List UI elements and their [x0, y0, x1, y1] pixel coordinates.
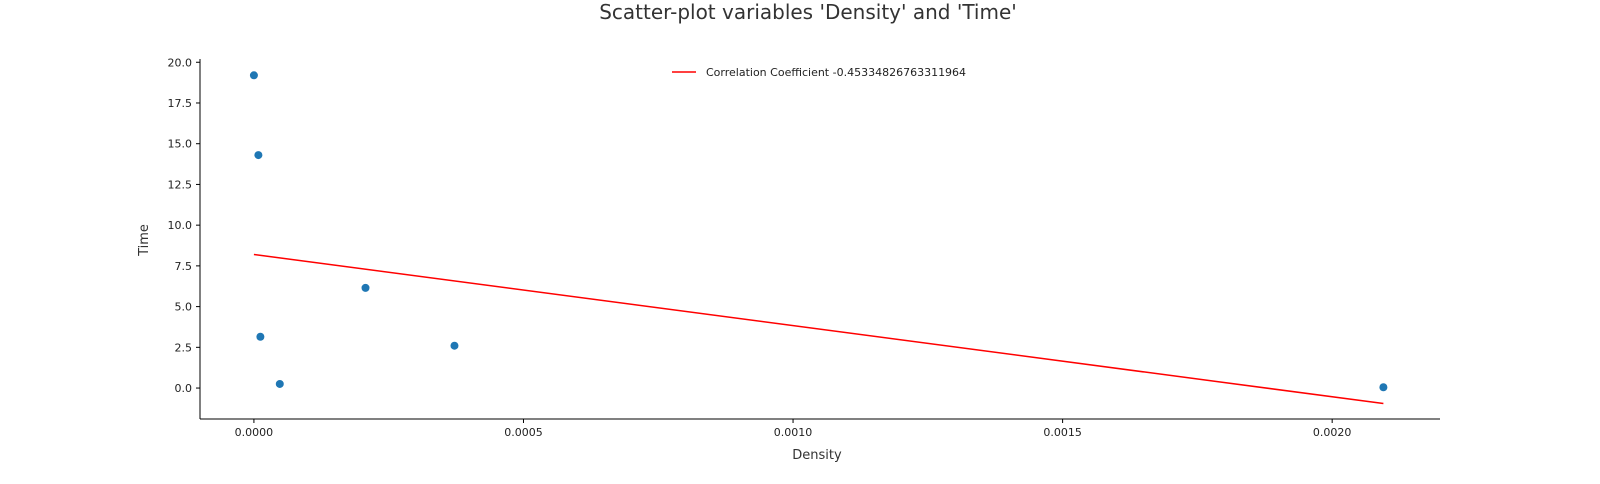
- scatter-point: [450, 341, 459, 350]
- y-tick-label: 15.0: [168, 138, 193, 151]
- x-tick-label: 0.0020: [1313, 426, 1352, 439]
- y-tick-label: 5.0: [175, 301, 193, 314]
- legend: Correlation Coefficient -0.4533482676331…: [672, 66, 966, 79]
- y-tick-label: 2.5: [175, 341, 193, 354]
- correlation-line: [253, 253, 1384, 405]
- scatter-point: [1379, 383, 1388, 392]
- x-tick-label: 0.0015: [1043, 426, 1082, 439]
- x-tick-label: 0.0005: [504, 426, 543, 439]
- scatter-point: [275, 379, 284, 388]
- scatter-point: [361, 283, 370, 292]
- y-axis-title: Time: [137, 224, 152, 257]
- y-tick-label: 12.5: [168, 178, 193, 191]
- axis-ticks: 0.0000 0.0005 0.0010 0.0015 0.0020 0.0 2.5 5.0 7…: [168, 56, 1352, 439]
- y-tick-label: 20.0: [168, 56, 193, 69]
- scatter-point: [254, 151, 263, 160]
- y-tick-label: 10.0: [168, 219, 193, 232]
- legend-label: Correlation Coefficient -0.4533482676331…: [706, 66, 966, 79]
- x-axis-title: Density: [792, 448, 842, 463]
- data-series: [249, 71, 1388, 405]
- axes: [199, 59, 1440, 420]
- y-tick-label: 0.0: [175, 382, 193, 395]
- y-tick-label: 17.5: [168, 97, 193, 110]
- x-tick-label: 0.0000: [235, 426, 274, 439]
- x-tick-label: 0.0010: [774, 426, 813, 439]
- scatter-point: [249, 71, 258, 80]
- y-tick-label: 7.5: [175, 260, 193, 273]
- scatter-point: [256, 332, 265, 341]
- chart-title: Scatter-plot variables 'Density' and 'Ti…: [599, 0, 1017, 24]
